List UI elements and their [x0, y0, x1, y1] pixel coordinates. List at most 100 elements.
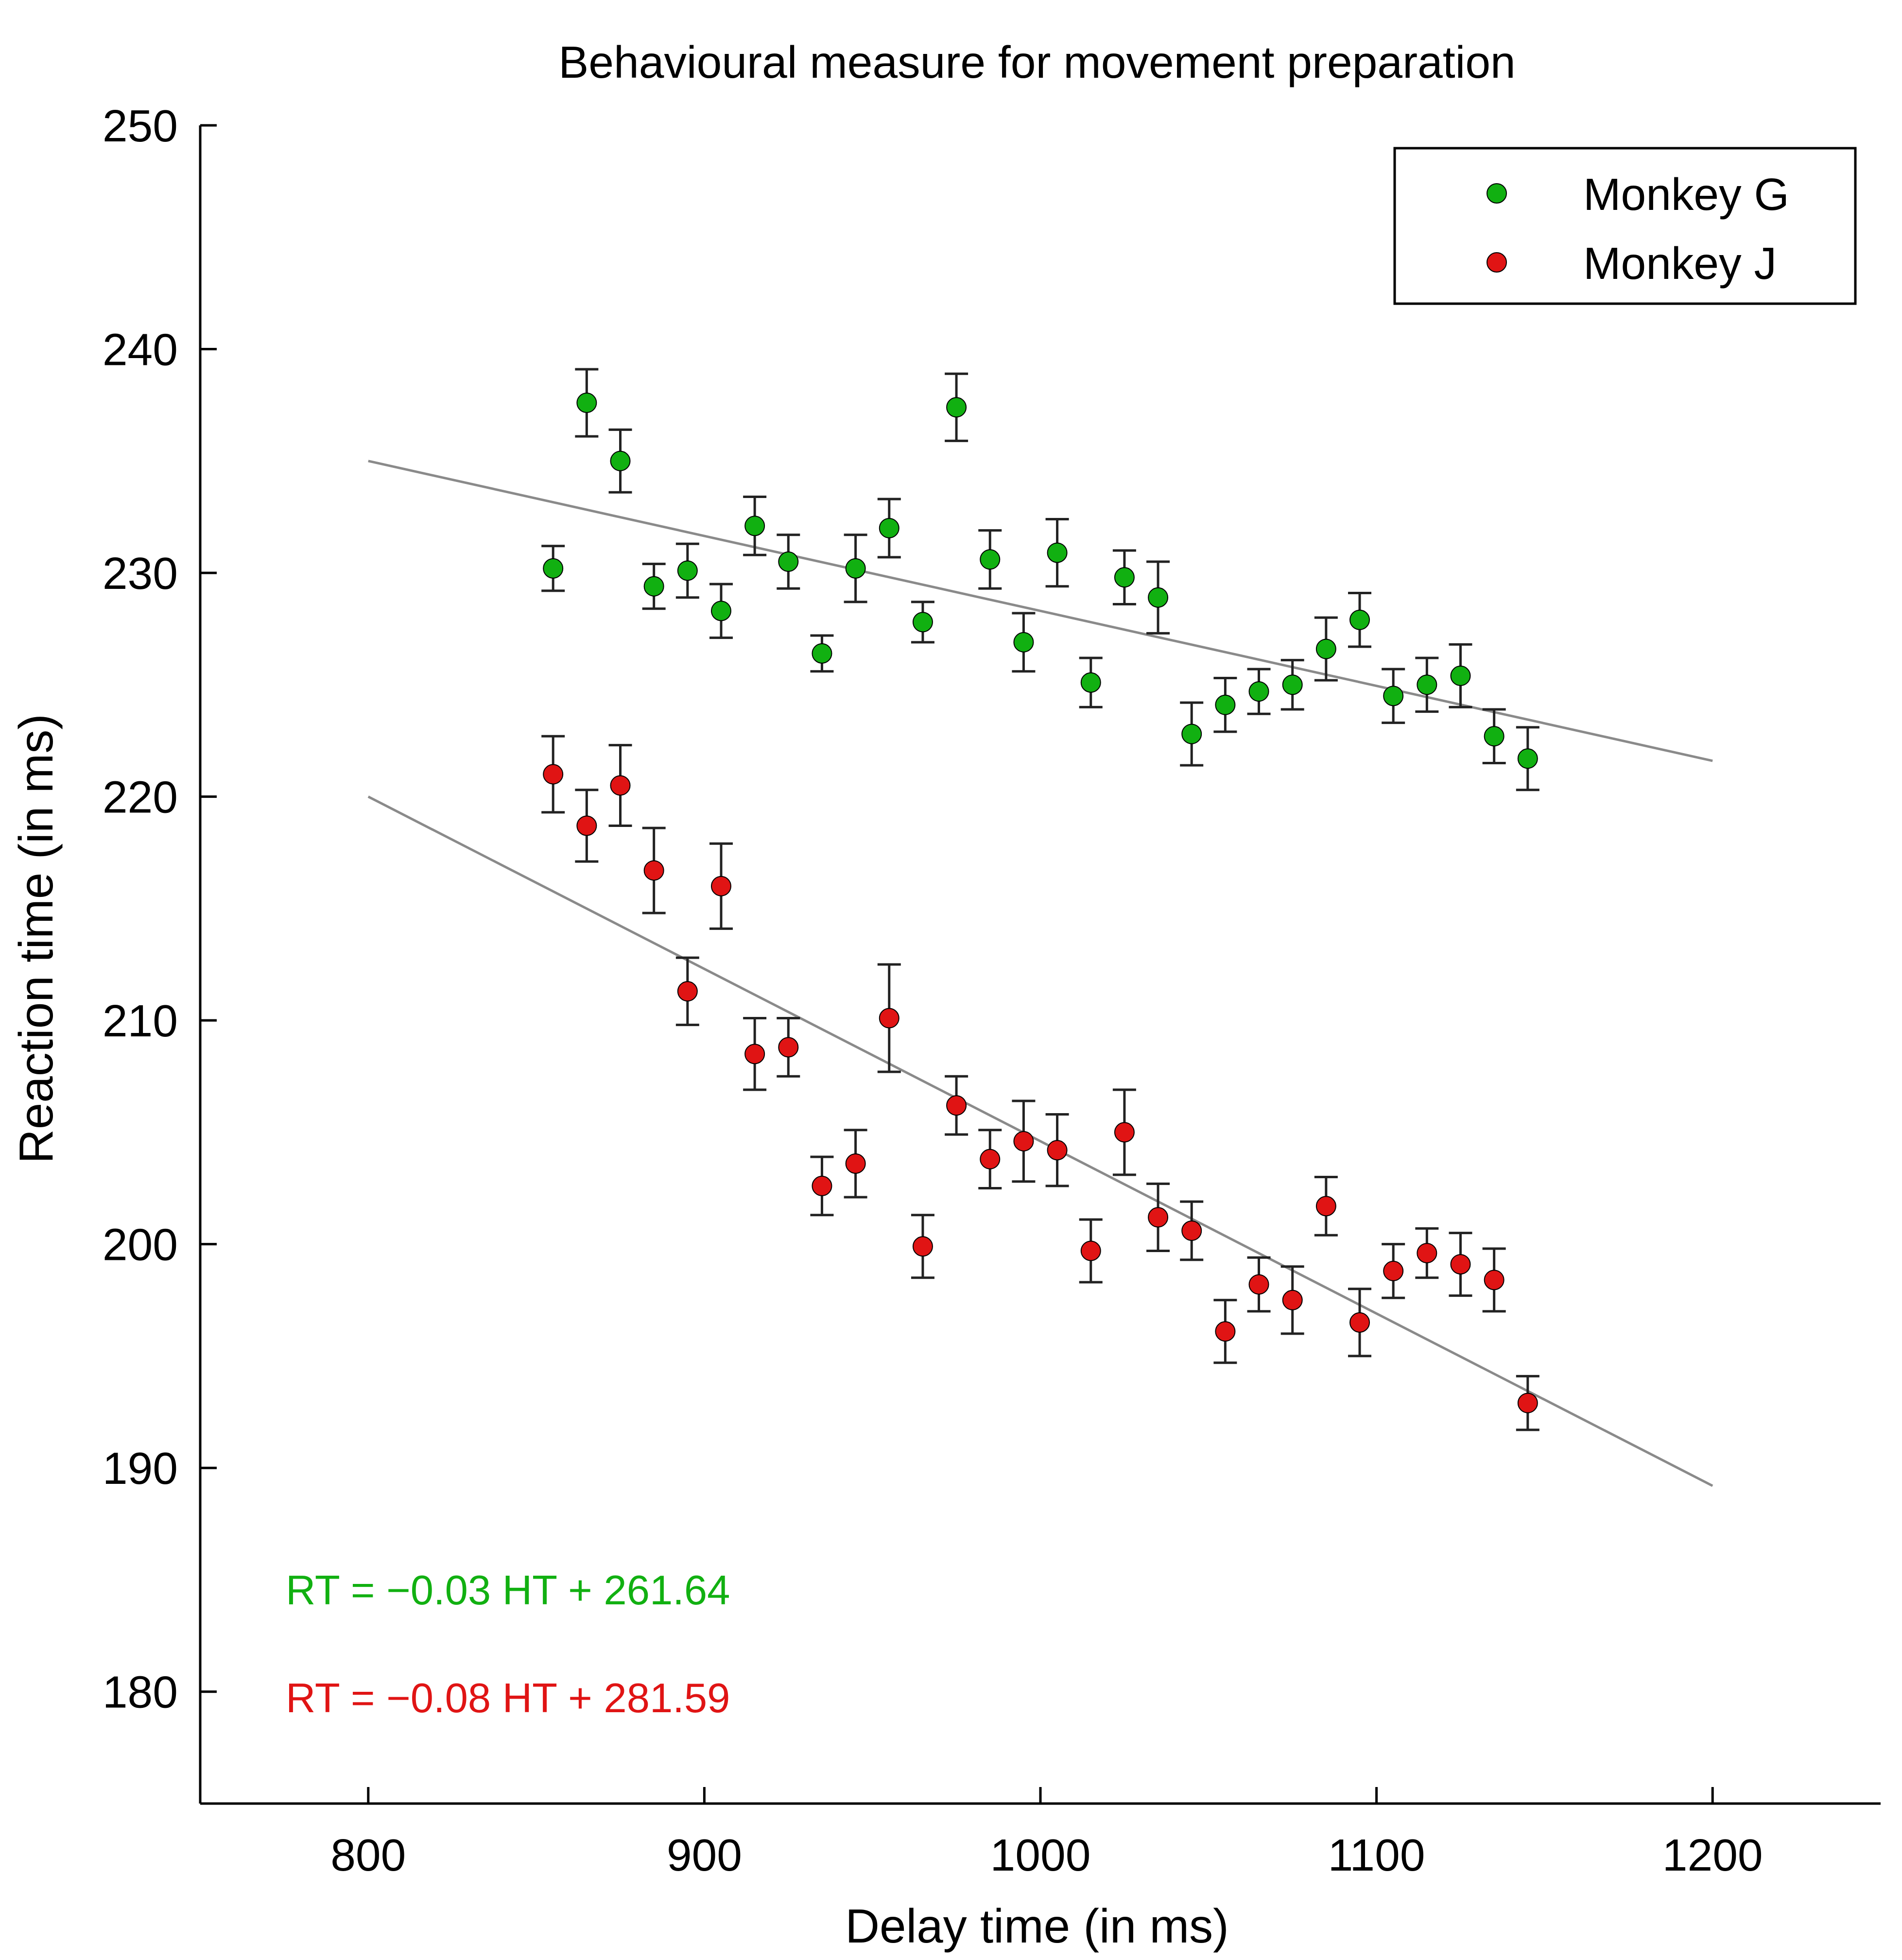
point-marker — [1349, 609, 1370, 630]
point-marker — [1114, 567, 1135, 588]
point-marker — [912, 612, 933, 633]
point-marker — [1315, 1196, 1336, 1217]
point-marker — [778, 551, 799, 572]
point-marker — [1517, 748, 1538, 769]
data-point-monkey-g — [1314, 616, 1338, 682]
y-tick-label: 230 — [103, 548, 178, 599]
data-point-monkey-j — [1314, 1176, 1338, 1237]
data-point-monkey-j — [1079, 1218, 1103, 1284]
data-point-monkey-g — [978, 529, 1002, 590]
data-point-monkey-g — [709, 583, 733, 639]
point-marker — [1484, 1270, 1504, 1290]
x-axis-title: Delay time (in ms) — [845, 1899, 1229, 1953]
point-marker — [543, 558, 564, 579]
data-point-monkey-g — [642, 563, 666, 610]
point-marker — [1248, 1274, 1269, 1295]
data-point-monkey-g — [608, 428, 632, 494]
fit-line-monkey-j — [367, 795, 1713, 1487]
point-marker — [1148, 587, 1169, 608]
data-point-monkey-j — [1012, 1100, 1036, 1183]
y-tick-label: 210 — [103, 996, 178, 1046]
regression-equation-monkey-g: RT = −0.03 HT + 261.64 — [286, 1567, 730, 1614]
point-marker — [610, 450, 631, 471]
legend-label-monkey-g: Monkey G — [1583, 169, 1789, 220]
point-marker — [946, 1095, 967, 1116]
data-point-monkey-j — [1415, 1227, 1439, 1279]
point-marker — [812, 1175, 832, 1196]
data-point-monkey-g — [844, 533, 867, 603]
data-point-monkey-g — [1348, 592, 1372, 648]
data-point-monkey-j — [1146, 1182, 1170, 1252]
point-marker — [845, 1153, 866, 1174]
point-marker — [710, 876, 731, 896]
legend: Monkey G Monkey J — [1393, 147, 1857, 305]
point-marker — [1450, 665, 1471, 686]
point-marker — [576, 393, 597, 413]
point-marker — [778, 1037, 799, 1058]
point-marker — [1013, 1131, 1034, 1152]
y-tick-label: 180 — [103, 1667, 178, 1718]
point-marker — [1148, 1207, 1169, 1228]
point-marker — [677, 981, 698, 1002]
x-tick-label: 900 — [667, 1830, 742, 1880]
data-point-monkey-j — [777, 1017, 800, 1078]
data-point-monkey-g — [777, 533, 800, 590]
data-point-monkey-j — [1482, 1247, 1506, 1313]
legend-marker-monkey-g — [1487, 183, 1507, 204]
legend-marker-monkey-j — [1487, 252, 1507, 273]
data-point-monkey-j — [911, 1214, 934, 1279]
y-tick-label: 190 — [103, 1443, 178, 1494]
data-point-monkey-g — [575, 368, 599, 438]
x-tick-label: 800 — [330, 1830, 406, 1880]
data-point-monkey-g — [1079, 656, 1103, 708]
axes: 800 900 1000 1100 1200 180 190 200 210 220 230 240 2… — [103, 101, 1881, 1880]
point-marker — [1383, 686, 1404, 706]
data-point-monkey-j — [978, 1129, 1002, 1190]
point-marker — [576, 815, 597, 836]
data-point-monkey-g — [1482, 708, 1506, 765]
point-marker — [1315, 638, 1336, 659]
data-point-monkey-j — [1247, 1256, 1271, 1313]
point-marker — [980, 1149, 1001, 1169]
data-point-monkey-j — [1382, 1243, 1405, 1299]
data-point-monkey-g — [1045, 518, 1069, 588]
x-tick-label: 1200 — [1662, 1830, 1763, 1880]
point-marker — [1450, 1254, 1471, 1275]
data-marks — [541, 368, 1539, 1431]
x-tick-label: 1100 — [1328, 1830, 1425, 1880]
data-point-monkey-j — [575, 789, 599, 863]
data-point-monkey-g — [1449, 643, 1472, 708]
data-point-monkey-j — [541, 735, 565, 814]
point-marker — [1047, 1140, 1068, 1161]
data-point-monkey-j — [1348, 1288, 1372, 1358]
data-point-monkey-j — [743, 1017, 767, 1091]
data-point-monkey-g — [1112, 549, 1136, 606]
data-point-monkey-g — [1247, 668, 1271, 715]
y-tick-label: 240 — [103, 325, 178, 375]
legend-box — [1393, 147, 1857, 305]
y-tick-label: 200 — [103, 1220, 178, 1270]
point-marker — [1080, 672, 1101, 693]
data-point-monkey-j — [1449, 1232, 1472, 1297]
point-marker — [1282, 674, 1303, 695]
point-marker — [1215, 1321, 1236, 1342]
data-point-monkey-j — [1180, 1200, 1204, 1261]
x-tick-label: 1000 — [990, 1830, 1091, 1880]
data-point-monkey-j — [1280, 1265, 1304, 1335]
point-marker — [1417, 1243, 1437, 1264]
data-point-monkey-j — [642, 826, 666, 914]
regression-equation-monkey-j: RT = −0.08 HT + 281.59 — [286, 1675, 730, 1721]
data-point-monkey-g — [675, 542, 699, 599]
data-point-monkey-g — [1382, 668, 1405, 724]
chart-title: Behavioural measure for movement prepara… — [558, 37, 1516, 87]
point-marker — [1215, 694, 1236, 715]
data-point-monkey-g — [1012, 612, 1036, 673]
data-point-monkey-j — [844, 1129, 867, 1199]
point-marker — [677, 560, 698, 581]
point-marker — [1114, 1122, 1135, 1143]
data-point-monkey-j — [1112, 1088, 1136, 1176]
legend-label-monkey-j: Monkey J — [1583, 238, 1777, 289]
point-marker — [1484, 726, 1504, 747]
data-point-monkey-g — [877, 498, 901, 559]
